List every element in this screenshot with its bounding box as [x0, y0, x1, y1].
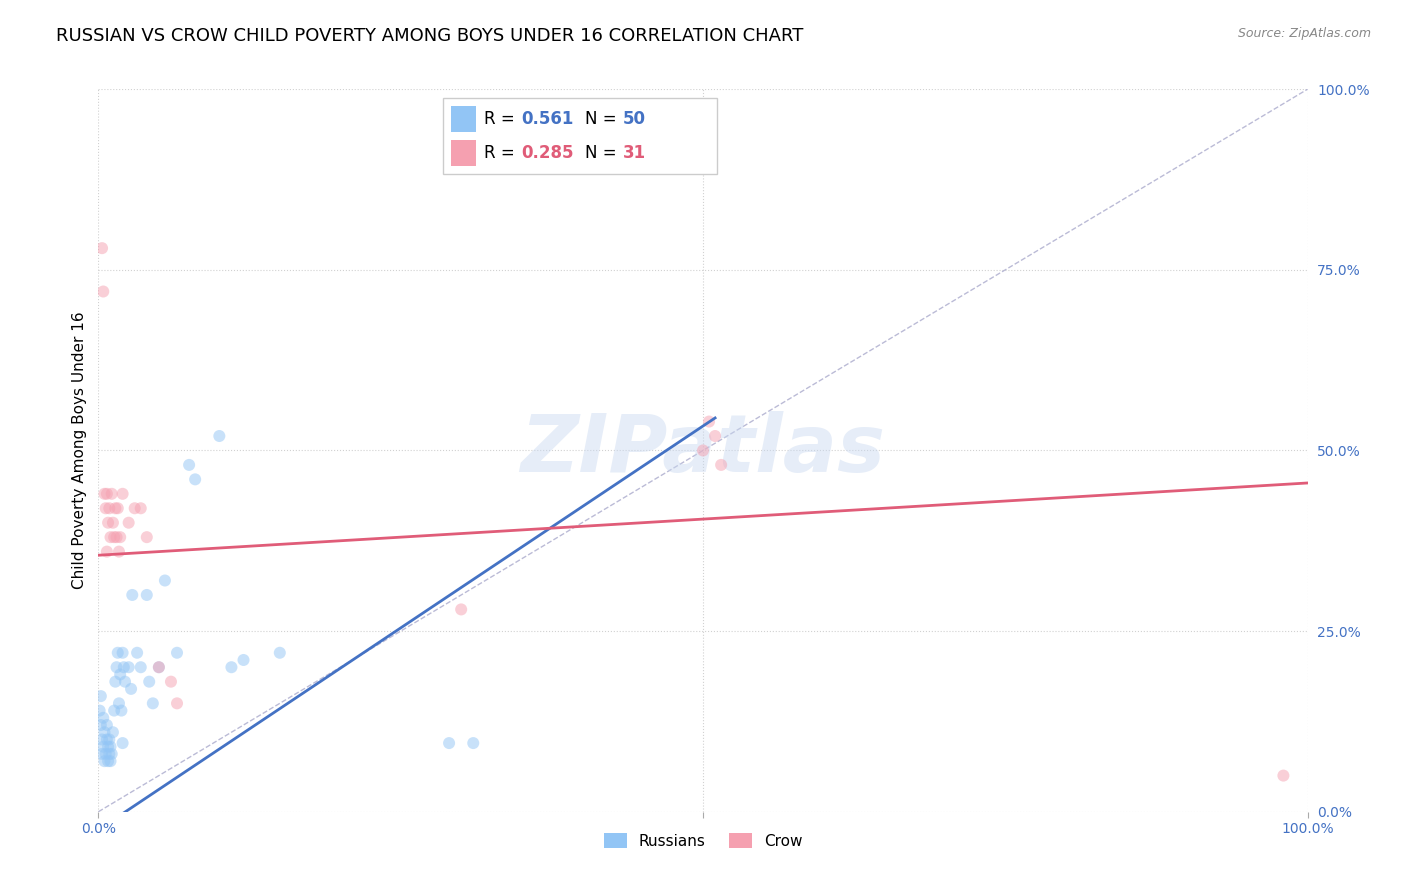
Point — [142, 696, 165, 710]
Point — [91, 732, 114, 747]
Point — [437, 736, 460, 750]
Text: N =: N = — [585, 144, 623, 161]
Point — [91, 241, 114, 255]
Point — [129, 660, 152, 674]
Point — [105, 660, 128, 674]
Point — [91, 285, 114, 299]
Point — [90, 718, 112, 732]
Point — [96, 544, 118, 558]
Point — [107, 646, 129, 660]
Point — [1272, 769, 1295, 783]
Bar — [451, 106, 475, 132]
Point — [111, 487, 134, 501]
Point — [120, 681, 142, 696]
Text: 0.285: 0.285 — [522, 144, 574, 161]
Point — [96, 718, 118, 732]
Point — [91, 711, 114, 725]
Point — [135, 530, 157, 544]
Point — [118, 660, 141, 674]
Point — [93, 487, 115, 501]
Point — [94, 501, 117, 516]
Point — [111, 736, 134, 750]
Point — [96, 732, 118, 747]
Point — [96, 487, 118, 501]
Point — [148, 660, 170, 674]
Point — [105, 530, 128, 544]
Point — [697, 415, 720, 429]
Point — [166, 696, 188, 710]
Text: ZIPatlas: ZIPatlas — [520, 411, 886, 490]
Point — [108, 667, 131, 681]
Text: 50: 50 — [623, 110, 645, 128]
Point — [91, 739, 114, 754]
Text: N =: N = — [585, 110, 623, 128]
Point — [100, 754, 122, 768]
Y-axis label: Child Poverty Among Boys Under 16: Child Poverty Among Boys Under 16 — [72, 311, 87, 590]
Point — [100, 739, 122, 754]
Point — [118, 516, 141, 530]
Point — [108, 530, 131, 544]
Point — [135, 588, 157, 602]
Point — [114, 674, 136, 689]
Point — [101, 516, 124, 530]
Point — [463, 736, 485, 750]
Point — [93, 754, 115, 768]
Point — [103, 530, 125, 544]
Point — [91, 747, 114, 761]
Point — [101, 725, 124, 739]
Point — [704, 429, 727, 443]
Point — [108, 696, 131, 710]
Text: 0.561: 0.561 — [522, 110, 574, 128]
Text: 31: 31 — [623, 144, 645, 161]
Bar — [451, 140, 475, 166]
Point — [97, 516, 120, 530]
Point — [90, 689, 112, 703]
Point — [110, 704, 132, 718]
Point — [269, 646, 291, 660]
Point — [710, 458, 733, 472]
Point — [89, 704, 111, 718]
Point — [100, 530, 122, 544]
Point — [208, 429, 231, 443]
Point — [98, 501, 121, 516]
Point — [97, 754, 120, 768]
Point — [97, 739, 120, 754]
Point — [98, 747, 121, 761]
Point — [112, 660, 135, 674]
Point — [104, 501, 127, 516]
Point — [232, 653, 254, 667]
Text: R =: R = — [484, 144, 520, 161]
Point — [111, 646, 134, 660]
Point — [692, 443, 714, 458]
Point — [107, 501, 129, 516]
Point — [179, 458, 201, 472]
Point — [148, 660, 170, 674]
Text: RUSSIAN VS CROW CHILD POVERTY AMONG BOYS UNDER 16 CORRELATION CHART: RUSSIAN VS CROW CHILD POVERTY AMONG BOYS… — [56, 27, 804, 45]
Text: Source: ZipAtlas.com: Source: ZipAtlas.com — [1237, 27, 1371, 40]
FancyBboxPatch shape — [443, 98, 717, 174]
Point — [121, 588, 143, 602]
Point — [160, 674, 183, 689]
Point — [100, 487, 122, 501]
Text: R =: R = — [484, 110, 520, 128]
Point — [153, 574, 176, 588]
Point — [450, 602, 472, 616]
Point — [98, 732, 121, 747]
Point — [94, 747, 117, 761]
Point — [124, 501, 146, 516]
Point — [103, 704, 125, 718]
Point — [138, 674, 160, 689]
Point — [93, 725, 115, 739]
Point — [166, 646, 188, 660]
Point — [108, 544, 131, 558]
Point — [127, 646, 149, 660]
Point — [129, 501, 152, 516]
Point — [221, 660, 243, 674]
Point — [104, 674, 127, 689]
Legend: Russians, Crow: Russians, Crow — [598, 827, 808, 855]
Point — [184, 472, 207, 486]
Point — [100, 747, 122, 761]
